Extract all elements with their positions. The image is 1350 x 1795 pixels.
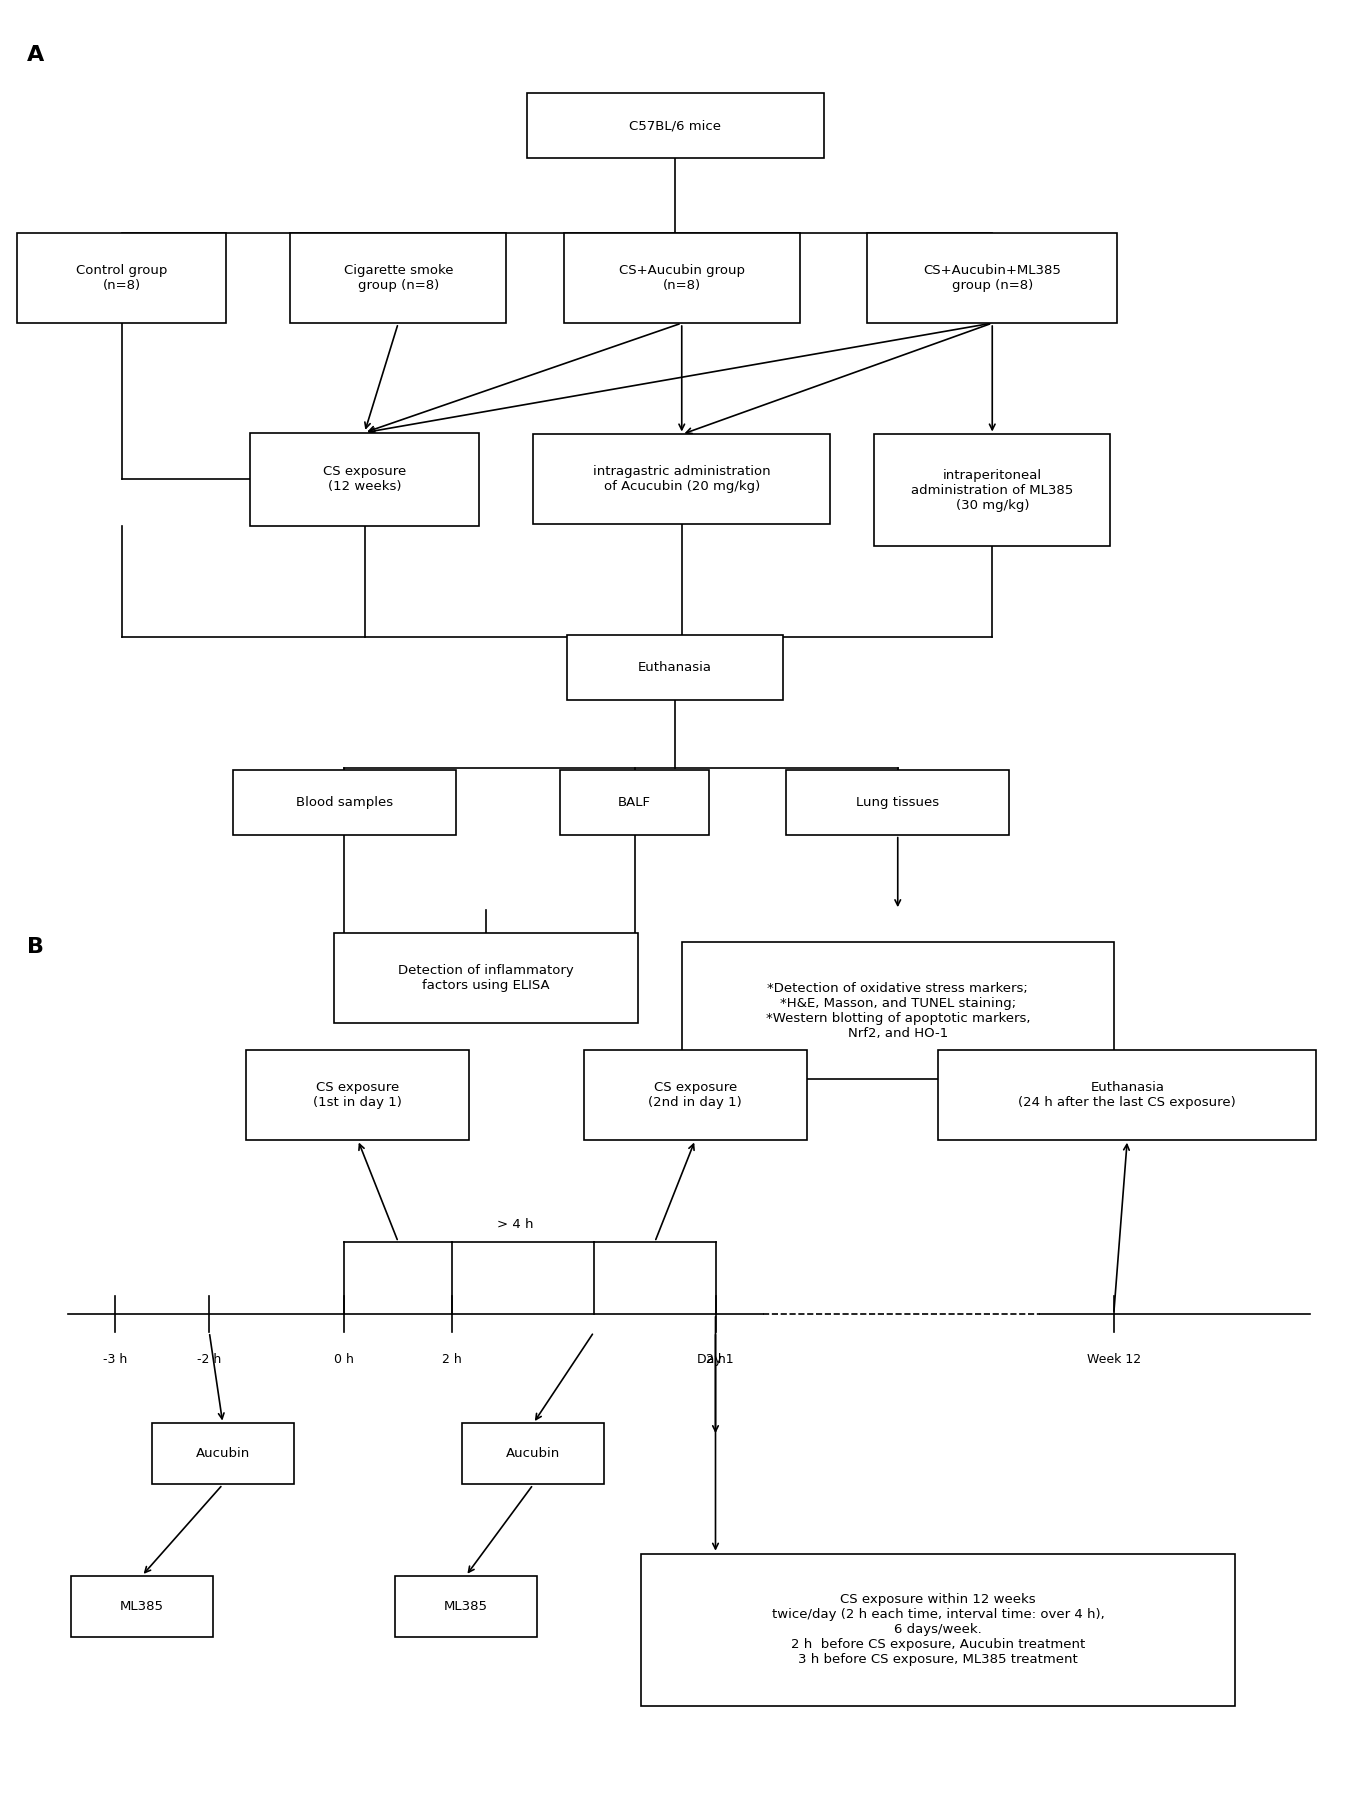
FancyBboxPatch shape	[786, 770, 1010, 835]
Text: C57BL/6 mice: C57BL/6 mice	[629, 118, 721, 133]
Text: B: B	[27, 937, 45, 957]
FancyBboxPatch shape	[564, 233, 799, 323]
FancyBboxPatch shape	[394, 1576, 536, 1637]
Text: A: A	[27, 45, 45, 65]
Text: CS+Aucubin group
(n=8): CS+Aucubin group (n=8)	[618, 264, 745, 293]
FancyBboxPatch shape	[533, 434, 830, 524]
Text: ML385: ML385	[120, 1599, 163, 1614]
FancyBboxPatch shape	[16, 233, 225, 323]
FancyBboxPatch shape	[246, 1050, 470, 1140]
FancyBboxPatch shape	[232, 770, 456, 835]
Text: 2 h: 2 h	[443, 1353, 462, 1366]
FancyBboxPatch shape	[250, 433, 479, 526]
FancyBboxPatch shape	[641, 1553, 1235, 1705]
FancyBboxPatch shape	[462, 1423, 603, 1484]
Text: Week 12: Week 12	[1087, 1353, 1141, 1366]
Text: 0 h: 0 h	[335, 1353, 354, 1366]
Text: CS exposure
(1st in day 1): CS exposure (1st in day 1)	[313, 1081, 402, 1109]
FancyBboxPatch shape	[567, 635, 783, 700]
FancyBboxPatch shape	[153, 1423, 294, 1484]
Text: *Detection of oxidative stress markers;
*H&E, Masson, and TUNEL staining;
*Weste: *Detection of oxidative stress markers; …	[765, 982, 1030, 1039]
FancyBboxPatch shape	[938, 1050, 1316, 1140]
FancyBboxPatch shape	[70, 1576, 213, 1637]
FancyBboxPatch shape	[682, 942, 1114, 1079]
FancyBboxPatch shape	[290, 233, 506, 323]
Text: > 4 h: > 4 h	[497, 1217, 533, 1231]
FancyBboxPatch shape	[526, 93, 824, 158]
Text: Day 1: Day 1	[697, 1353, 734, 1366]
Text: CS exposure
(12 weeks): CS exposure (12 weeks)	[323, 465, 406, 494]
Text: -2 h: -2 h	[197, 1353, 221, 1366]
FancyBboxPatch shape	[867, 233, 1116, 323]
Text: Blood samples: Blood samples	[296, 795, 393, 810]
Text: intraperitoneal
administration of ML385
(30 mg/kg): intraperitoneal administration of ML385 …	[911, 468, 1073, 512]
Text: Euthanasia
(24 h after the last CS exposure): Euthanasia (24 h after the last CS expos…	[1018, 1081, 1237, 1109]
Text: intragastric administration
of Acucubin (20 mg/kg): intragastric administration of Acucubin …	[593, 465, 771, 494]
FancyBboxPatch shape	[335, 933, 637, 1023]
Text: -3 h: -3 h	[103, 1353, 127, 1366]
FancyBboxPatch shape	[560, 770, 709, 835]
Text: CS+Aucubin+ML385
group (n=8): CS+Aucubin+ML385 group (n=8)	[923, 264, 1061, 293]
Text: Lung tissues: Lung tissues	[856, 795, 940, 810]
Text: Control group
(n=8): Control group (n=8)	[76, 264, 167, 293]
Text: 2 h: 2 h	[706, 1353, 725, 1366]
FancyBboxPatch shape	[583, 1050, 806, 1140]
Text: Euthanasia: Euthanasia	[639, 661, 711, 675]
FancyBboxPatch shape	[875, 434, 1110, 546]
Text: Aucubin: Aucubin	[506, 1447, 560, 1461]
Text: Detection of inflammatory
factors using ELISA: Detection of inflammatory factors using …	[398, 964, 574, 993]
Text: Aucubin: Aucubin	[196, 1447, 250, 1461]
Text: Cigarette smoke
group (n=8): Cigarette smoke group (n=8)	[343, 264, 454, 293]
Text: ML385: ML385	[444, 1599, 487, 1614]
Text: CS exposure within 12 weeks
twice/day (2 h each time, interval time: over 4 h),
: CS exposure within 12 weeks twice/day (2…	[772, 1594, 1104, 1666]
Text: CS exposure
(2nd in day 1): CS exposure (2nd in day 1)	[648, 1081, 743, 1109]
Text: BALF: BALF	[618, 795, 651, 810]
